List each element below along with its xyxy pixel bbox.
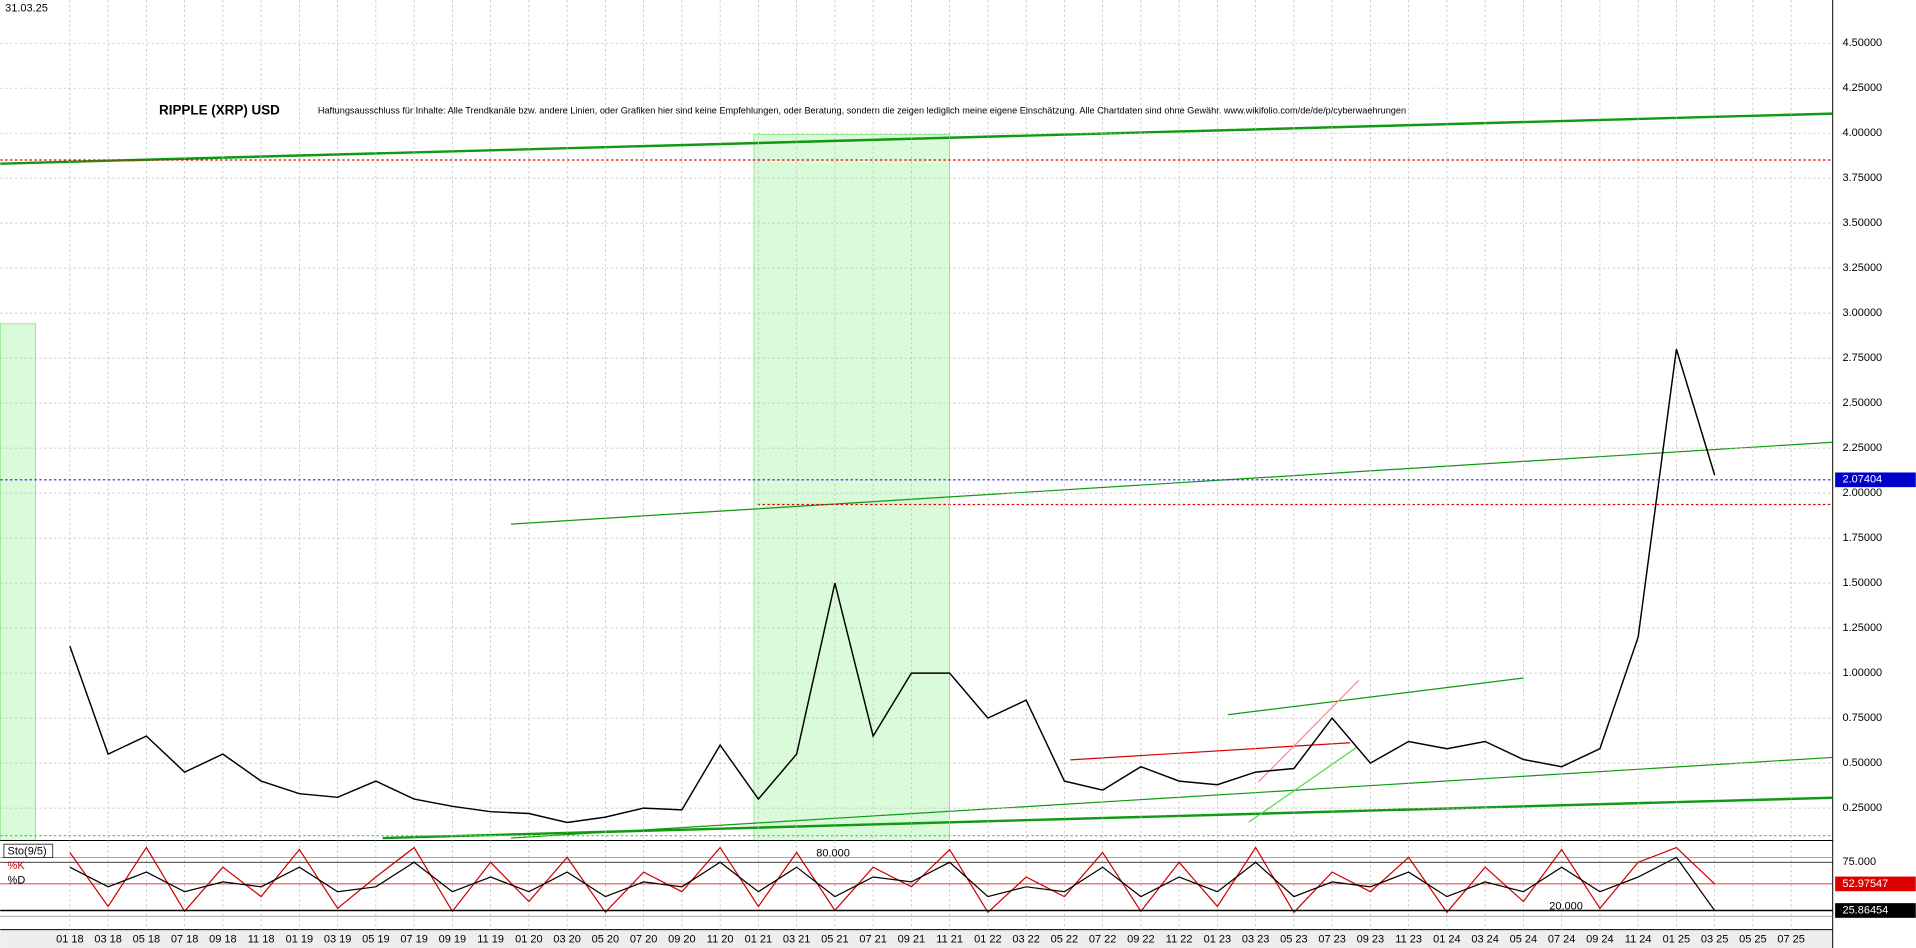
y-tick-label: 1.75000: [1842, 532, 1882, 544]
x-tick-label: 05 20: [592, 933, 620, 945]
x-tick-label: 05 22: [1051, 933, 1079, 945]
value-box: [1835, 903, 1916, 918]
price-line: [69, 348, 1716, 824]
value-label: 25.86454: [1842, 904, 1888, 916]
legend-entry: %D: [8, 875, 26, 887]
current-price-box: [1835, 472, 1916, 488]
y-tick-label: 2.25000: [1842, 442, 1882, 454]
x-tick-label: 09 24: [1586, 933, 1614, 945]
x-axis-band: [0, 929, 1833, 948]
x-tick-label: 11 21: [936, 933, 963, 945]
x-tick-label: 03 24: [1471, 933, 1498, 945]
x-tick-label: 11 24: [1625, 933, 1652, 945]
x-tick-label: 11 18: [248, 933, 275, 945]
y-tick-label: 2.50000: [1842, 397, 1882, 409]
trend-line: [1227, 677, 1524, 716]
y-tick-label: 4.00000: [1842, 127, 1882, 139]
y-tick-label: 1.25000: [1842, 622, 1882, 634]
y-tick-label: 2.75000: [1842, 352, 1882, 364]
x-tick-label: 01 25: [1663, 933, 1690, 945]
highlight-zone: [0, 323, 37, 841]
y-tick-label: 0.75000: [1842, 712, 1882, 724]
trend-line: [1070, 742, 1351, 761]
x-tick-label: 07 25: [1777, 933, 1804, 945]
y-tick-label: 3.50000: [1842, 217, 1882, 229]
x-tick-label: 07 21: [859, 933, 887, 945]
x-tick-label: 01 18: [56, 933, 84, 945]
x-tick-label: 01 21: [745, 933, 773, 945]
x-tick-label: 03 21: [783, 933, 811, 945]
y-tick-label: 4.25000: [1842, 82, 1882, 94]
x-tick-label: 07 18: [171, 933, 199, 945]
highlight-zone: [753, 134, 950, 841]
y-tick-label: 3.00000: [1842, 307, 1882, 319]
trend-line: [510, 441, 1833, 525]
y-tick-label: 75.000: [1842, 856, 1876, 868]
chart-subtitle: Haftungsausschluss für Inhalte: Alle Tre…: [318, 106, 1406, 116]
level-label: 80.000: [816, 848, 850, 860]
y-tick-label: 0.25000: [1842, 802, 1882, 814]
x-tick-label: 05 19: [362, 933, 390, 945]
y-tick-label: 3.25000: [1842, 262, 1882, 274]
x-tick-label: 09 22: [1127, 933, 1155, 945]
x-tick-label: 01 19: [286, 933, 314, 945]
x-tick-label: 03 20: [553, 933, 581, 945]
x-tick-label: 11 22: [1166, 933, 1193, 945]
indicator-title: Sto(9/5): [8, 845, 47, 857]
y-tick-label: 1.50000: [1842, 577, 1882, 589]
y-tick-label: 3.75000: [1842, 172, 1882, 184]
x-tick-label: 05 21: [821, 933, 849, 945]
x-tick-label: 09 21: [898, 933, 926, 945]
x-tick-label: 11 19: [477, 933, 504, 945]
level-label: 20.000: [1549, 900, 1583, 912]
x-tick-label: 05 25: [1739, 933, 1766, 945]
x-tick-label: 05 23: [1280, 933, 1307, 945]
date-label: 31.03.25: [5, 2, 48, 14]
trend-lines: [0, 112, 1833, 840]
x-tick-label: 11 20: [707, 933, 734, 945]
y-tick-label: 1.00000: [1842, 667, 1882, 679]
chart-title: RIPPLE (XRP) USD: [159, 103, 280, 118]
x-tick-label: 01 20: [515, 933, 543, 945]
current-price-label: 2.07404: [1842, 474, 1882, 486]
x-tick-label: 07 22: [1089, 933, 1117, 945]
x-tick-label: 03 23: [1242, 933, 1270, 945]
x-tick-label: 09 20: [668, 933, 696, 945]
oscillator-line: [69, 856, 1716, 911]
x-tick-label: 07 20: [630, 933, 658, 945]
trend-line: [1248, 747, 1357, 823]
y-tick-label: 2.00000: [1842, 487, 1882, 499]
x-tick-label: 07 23: [1318, 933, 1345, 945]
x-tick-label: 11 23: [1395, 933, 1422, 945]
x-tick-label: 03 25: [1701, 933, 1728, 945]
trend-line: [510, 756, 1833, 839]
x-tick-label: 01 23: [1204, 933, 1232, 945]
legend-entry: %K: [8, 860, 26, 872]
value-box: [1835, 876, 1916, 892]
x-tick-label: 03 22: [1012, 933, 1040, 945]
value-label: 52.97547: [1842, 878, 1888, 890]
x-tick-label: 07 24: [1548, 933, 1576, 945]
trend-line: [1258, 680, 1360, 783]
x-tick-label: 01 22: [974, 933, 1002, 945]
x-tick-label: 03 18: [94, 933, 122, 945]
y-tick-label: 4.50000: [1842, 37, 1882, 49]
x-tick-label: 09 18: [209, 933, 237, 945]
oscillator-line: [69, 846, 1716, 914]
y-tick-label: 0.50000: [1842, 757, 1882, 769]
x-tick-label: 09 23: [1357, 933, 1384, 945]
x-tick-label: 05 24: [1510, 933, 1537, 945]
x-tick-label: 01 24: [1433, 933, 1461, 945]
x-tick-label: 09 19: [439, 933, 467, 945]
x-tick-label: 05 18: [133, 933, 161, 945]
indicator-box: [3, 843, 54, 858]
x-tick-label: 03 19: [324, 933, 352, 945]
trend-line: [0, 112, 1833, 165]
x-tick-label: 07 19: [400, 933, 428, 945]
